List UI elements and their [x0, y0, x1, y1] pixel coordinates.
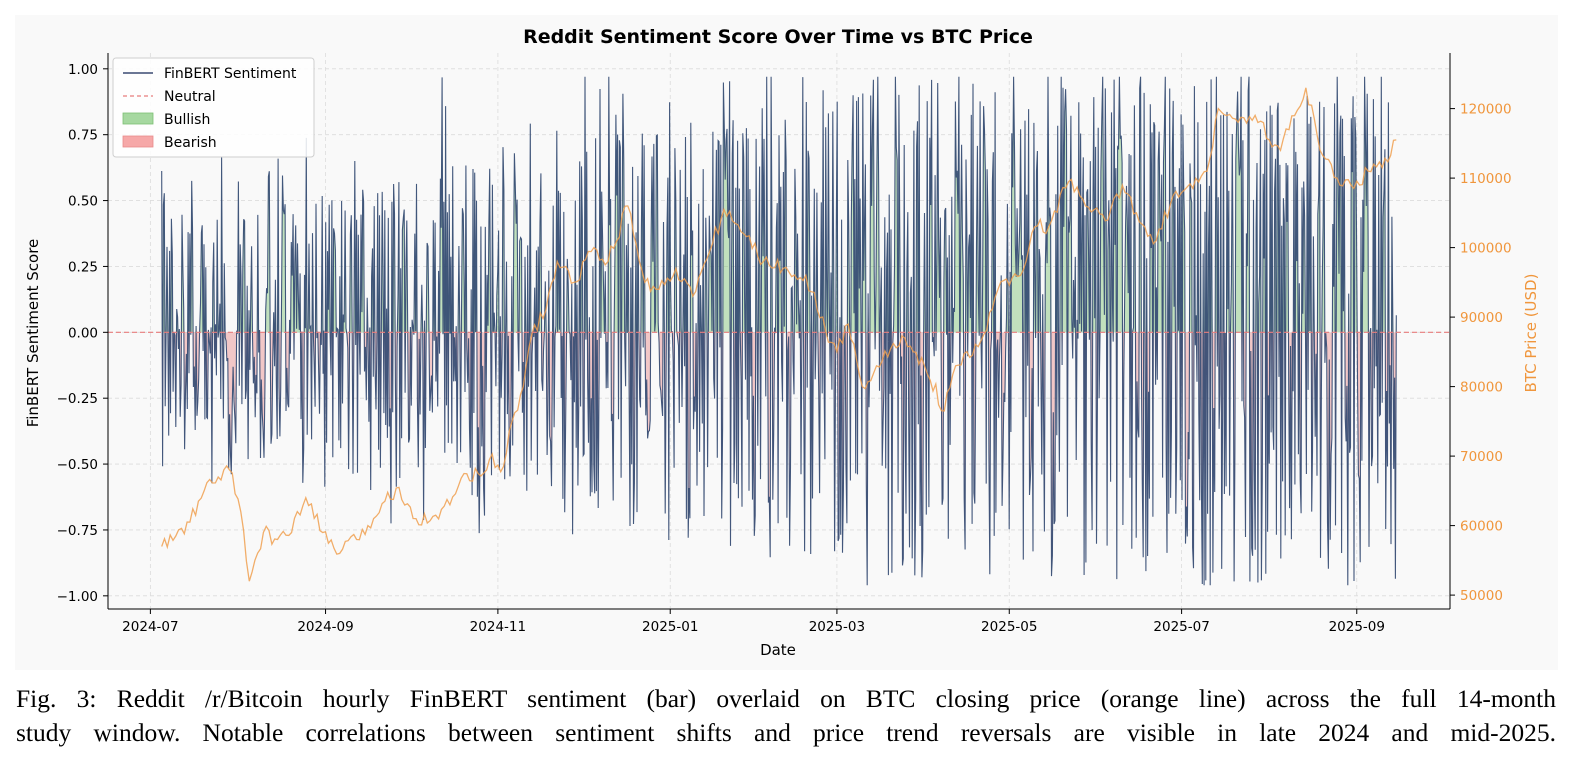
caption-line-1: Fig. 3: Reddit /r/Bitcoin hourly FinBERT…	[16, 684, 1556, 713]
y2-tick-label: 80000	[1460, 380, 1503, 396]
y-tick-label: 0.50	[68, 194, 98, 210]
y-tick-label: −0.75	[57, 523, 98, 539]
legend-frame	[112, 57, 315, 158]
x-tick-label: 2025-03	[809, 619, 865, 635]
y-tick-label: 0.75	[68, 128, 98, 144]
legend-label-sentiment: FinBERT Sentiment	[164, 66, 297, 82]
legend-swatch-bearish	[122, 135, 154, 148]
y2-tick-label: 120000	[1460, 102, 1512, 118]
y-tick-label: 0.25	[68, 259, 98, 275]
y2-tick-label: 100000	[1460, 241, 1512, 257]
legend-label-bearish: Bearish	[164, 135, 217, 151]
axes-layer	[107, 53, 1451, 610]
figure-panel: 2024-07 2024-09 2024-11 2025-01 2025-03 2025-…	[15, 15, 1558, 670]
legend-label-neutral: Neutral	[164, 89, 216, 105]
x-tick-label: 2024-09	[297, 619, 353, 635]
y-tick-label: 1.00	[68, 62, 98, 78]
x-tick-label: 2024-11	[470, 619, 526, 635]
x-tick-label: 2025-05	[981, 619, 1037, 635]
figure-caption: Fig. 3: Reddit /r/Bitcoin hourly FinBERT…	[16, 682, 1556, 750]
y2-tick-label: 50000	[1460, 588, 1503, 604]
y2-tick-label: 110000	[1460, 171, 1512, 187]
ticks-layer: 2024-07 2024-09 2024-11 2025-01 2025-03 2025-…	[57, 62, 1512, 635]
y-axis-title: FinBERT Sentiment Score	[24, 239, 42, 428]
x-tick-label: 2025-07	[1153, 619, 1209, 635]
y2-tick-label: 90000	[1460, 310, 1503, 326]
y-tick-label: −0.25	[57, 391, 98, 407]
caption-line-2: study window. Notable correlations betwe…	[16, 718, 1556, 747]
y2-axis-title: BTC Price (USD)	[1522, 274, 1540, 393]
x-axis-title: Date	[760, 641, 796, 659]
price-layer	[161, 87, 1397, 582]
y-tick-label: 0.00	[68, 325, 98, 341]
legend-label-bullish: Bullish	[164, 112, 210, 128]
y2-tick-label: 70000	[1460, 449, 1503, 465]
x-tick-label: 2024-07	[122, 619, 178, 635]
y-tick-label: −1.00	[57, 589, 98, 605]
y-tick-label: −0.50	[57, 457, 98, 473]
btc-price-line	[161, 87, 1397, 582]
sentiment-price-chart: 2024-07 2024-09 2024-11 2025-01 2025-03 2025-…	[24, 26, 1540, 659]
x-tick-label: 2025-09	[1329, 619, 1385, 635]
legend-swatch-bullish	[122, 112, 154, 125]
legend: FinBERT Sentiment Neutral Bullish Bearis…	[112, 57, 315, 158]
x-tick-label: 2025-01	[642, 619, 698, 635]
y2-tick-label: 60000	[1460, 519, 1503, 535]
chart-title: Reddit Sentiment Score Over Time vs BTC …	[523, 26, 1033, 48]
